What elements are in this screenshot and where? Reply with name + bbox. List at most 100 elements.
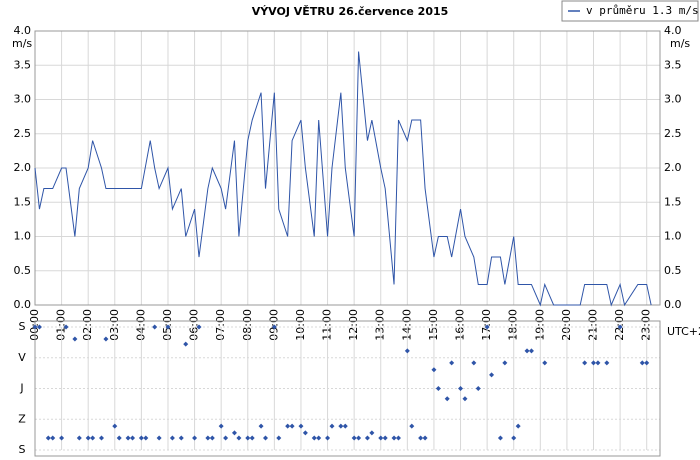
direction-point	[444, 396, 450, 402]
direction-point	[98, 435, 104, 441]
direction-point	[50, 435, 56, 441]
direction-point	[138, 435, 144, 441]
direction-point	[431, 367, 437, 373]
direction-point	[515, 423, 521, 429]
direction-point	[183, 341, 189, 347]
direction-point	[45, 435, 51, 441]
direction-point	[369, 430, 375, 436]
direction-point	[276, 435, 282, 441]
y-unit: m/s	[670, 37, 690, 50]
direction-point	[125, 435, 131, 441]
y-tick-label: 4.0	[14, 24, 32, 37]
direction-point	[639, 360, 645, 366]
y-unit: m/s	[12, 37, 32, 50]
direction-point	[644, 360, 650, 366]
direction-point	[236, 435, 242, 441]
direction-point	[528, 348, 534, 354]
direction-point	[591, 360, 597, 366]
y-tick-label: 2.0	[664, 161, 682, 174]
y-tick-label: V	[18, 351, 26, 364]
direction-point	[542, 360, 548, 366]
direction-point	[449, 360, 455, 366]
direction-point	[196, 324, 202, 330]
direction-point	[502, 360, 508, 366]
direction-point	[90, 435, 96, 441]
direction-point	[617, 324, 623, 330]
y-tick-label: 3.5	[14, 58, 32, 71]
y-tick-label: 1.5	[664, 195, 682, 208]
direction-point	[63, 324, 69, 330]
direction-point	[404, 348, 410, 354]
x-tick-label: 15:00	[427, 309, 440, 341]
direction-point	[391, 435, 397, 441]
direction-point	[422, 435, 428, 441]
y-tick-label: 0.0	[664, 298, 682, 311]
direction-point	[604, 360, 610, 366]
direction-point	[418, 435, 424, 441]
direction-point	[382, 435, 388, 441]
x-tick-label: 08:00	[241, 309, 254, 341]
x-tick-label: 22:00	[613, 309, 626, 341]
direction-point	[143, 435, 149, 441]
direction-point	[103, 336, 109, 342]
y-tick-label: 3.0	[664, 93, 682, 106]
x-tick-label: 10:00	[294, 309, 307, 341]
x-tick-label: 01:00	[55, 309, 68, 341]
direction-point	[302, 430, 308, 436]
direction-point	[342, 423, 348, 429]
y-tick-label: 2.5	[14, 127, 32, 140]
plot-frame	[34, 320, 661, 457]
y-tick-label: 3.5	[664, 58, 682, 71]
direction-point	[249, 435, 255, 441]
direction-point	[351, 435, 357, 441]
direction-point	[231, 430, 237, 436]
direction-point	[395, 435, 401, 441]
direction-point	[245, 435, 251, 441]
direction-point	[271, 324, 277, 330]
data-line	[34, 51, 652, 307]
y-tick-label: 1.0	[14, 230, 32, 243]
x-tick-label: 05:00	[161, 309, 174, 341]
y-tick-label: S	[19, 320, 26, 333]
x-tick-label: 04:00	[134, 309, 147, 341]
x-tick-label: 23:00	[640, 309, 653, 341]
x-tick-label: 20:00	[560, 309, 573, 341]
direction-point	[205, 435, 211, 441]
direction-point	[59, 435, 65, 441]
y-tick-label: S	[19, 443, 26, 456]
direction-point	[316, 435, 322, 441]
direction-point	[409, 423, 415, 429]
direction-point	[262, 435, 268, 441]
x-tick-label: 18:00	[507, 309, 520, 341]
direction-point	[156, 435, 162, 441]
direction-point	[458, 386, 464, 391]
direction-point	[285, 423, 291, 429]
chart-title: VÝVOJ VĚTRU 26.července 2015	[252, 5, 449, 18]
direction-point	[258, 423, 264, 429]
direction-point	[192, 435, 198, 441]
x-tick-label: 09:00	[267, 309, 280, 341]
direction-point	[524, 348, 530, 354]
direction-point	[325, 435, 331, 441]
direction-point	[582, 360, 588, 366]
direction-point	[497, 435, 503, 441]
x-tick-label: 21:00	[587, 309, 600, 341]
direction-point	[289, 423, 295, 429]
x-tick-label: 16:00	[454, 309, 467, 341]
direction-point	[112, 423, 118, 429]
direction-point	[169, 435, 175, 441]
direction-point	[329, 423, 335, 429]
direction-point	[85, 435, 91, 441]
y-tick-label: J	[19, 382, 23, 395]
x-tick-label: 14:00	[400, 309, 413, 341]
y-tick-label: 0.0	[14, 298, 32, 311]
legend-label: v průměru 1.3 m/s	[586, 4, 699, 17]
y-tick-label: 1.5	[14, 195, 32, 208]
x-tick-label: 17:00	[480, 309, 493, 341]
direction-point	[152, 324, 158, 330]
x-tick-label: 06:00	[188, 309, 201, 341]
y-tick-label: Z	[18, 412, 26, 425]
direction-point	[76, 435, 82, 441]
y-tick-label: 0.5	[14, 264, 32, 277]
